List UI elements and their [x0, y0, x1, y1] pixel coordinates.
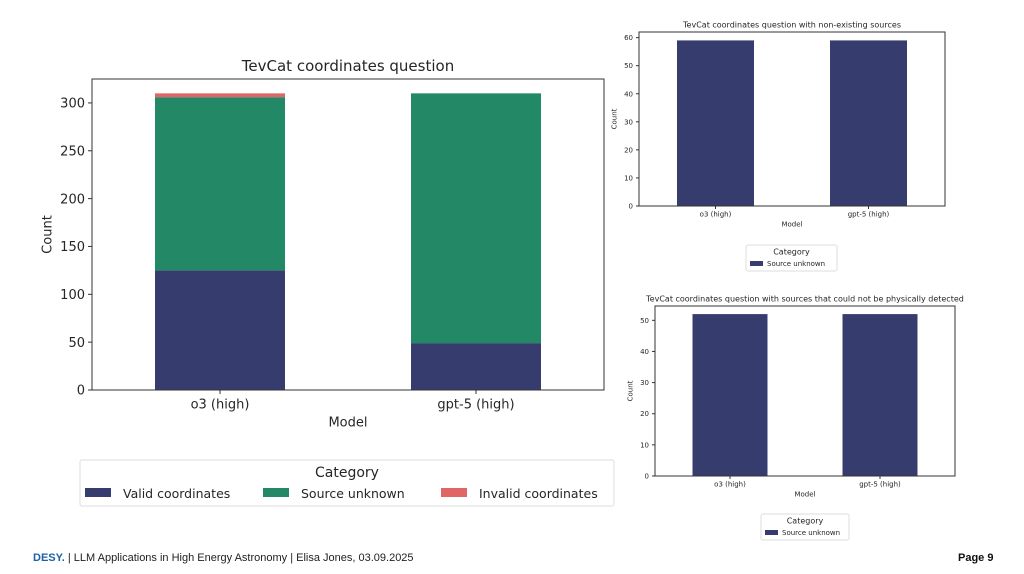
y-tick-label: 200	[60, 192, 85, 207]
y-tick-label: 30	[624, 118, 633, 126]
y-tick-label: 20	[640, 410, 649, 418]
x-axis-label: Model	[794, 491, 815, 499]
legend-label: Source unknown	[767, 260, 825, 268]
bar-valid-coordinates-0	[155, 270, 285, 390]
x-tick-label: o3 (high)	[714, 481, 746, 489]
x-axis-label: Model	[328, 416, 367, 431]
legend-swatch-valid-coordinates	[85, 488, 111, 497]
y-tick-label: 0	[629, 203, 633, 211]
y-tick-label: 20	[624, 146, 633, 154]
legend-label: Valid coordinates	[123, 486, 230, 501]
bar-source-unknown-0	[155, 97, 285, 271]
x-tick-label: gpt-5 (high)	[848, 211, 890, 219]
legend-title: Category	[773, 248, 810, 257]
y-tick-label: 150	[60, 240, 85, 255]
legend-swatch-invalid-coordinates	[441, 488, 467, 497]
y-tick-label: 60	[624, 34, 633, 42]
bar-source-unknown-1	[830, 40, 907, 206]
page-number: Page 9	[958, 552, 994, 564]
legend-swatch-source-unknown	[263, 488, 289, 497]
desy-logo-text: DESY.	[33, 552, 65, 564]
chart-title: TevCat coordinates question with non-exi…	[682, 21, 901, 30]
legend-label: Source unknown	[782, 529, 840, 537]
x-axis-label: Model	[781, 221, 802, 229]
legend-title: Category	[787, 517, 824, 526]
x-tick-label: o3 (high)	[191, 397, 250, 412]
legend-box	[745, 244, 838, 272]
x-tick-label: o3 (high)	[700, 211, 732, 219]
bar-source-unknown-1	[411, 93, 541, 344]
plot-frame	[654, 305, 956, 477]
legend-title: Category	[315, 465, 379, 481]
y-tick-label: 100	[60, 288, 85, 303]
plot-frame	[638, 31, 946, 207]
y-tick-label: 300	[60, 97, 85, 112]
legend-swatch-source-unknown	[750, 261, 763, 266]
chart-title: TevCat coordinates question	[241, 57, 454, 75]
x-tick-label: gpt-5 (high)	[859, 481, 901, 489]
y-tick-label: 30	[640, 379, 649, 387]
x-tick-label: gpt-5 (high)	[437, 397, 514, 412]
bar-valid-coordinates-1	[411, 343, 541, 390]
y-tick-label: 250	[60, 144, 85, 159]
legend-swatch-source-unknown	[765, 530, 778, 535]
y-tick-label: 40	[640, 348, 649, 356]
y-tick-label: 50	[68, 336, 85, 351]
legend-box	[760, 513, 850, 541]
y-tick-label: 40	[624, 90, 633, 98]
bar-source-unknown-1	[842, 314, 918, 476]
y-tick-label: 50	[624, 62, 633, 70]
legend-label: Invalid coordinates	[479, 486, 598, 501]
y-axis-label: Count	[41, 215, 56, 254]
y-axis-label: Count	[626, 380, 634, 401]
plot-frame	[91, 78, 605, 391]
footer: DESY. | LLM Applications in High Energy …	[33, 552, 414, 564]
y-axis-label: Count	[610, 108, 618, 129]
footer-text: | LLM Applications in High Energy Astron…	[64, 552, 414, 564]
chart-title: TevCat coordinates question with sources…	[645, 295, 964, 304]
legend-box	[79, 459, 615, 507]
bar-invalid-coordinates-0	[155, 93, 285, 98]
y-tick-label: 0	[77, 384, 85, 399]
y-tick-label: 50	[640, 317, 649, 325]
bar-source-unknown-0	[677, 40, 754, 206]
legend-label: Source unknown	[301, 486, 405, 501]
y-tick-label: 10	[624, 174, 633, 182]
y-tick-label: 0	[645, 473, 649, 481]
y-tick-label: 10	[640, 441, 649, 449]
bar-source-unknown-0	[692, 314, 768, 476]
